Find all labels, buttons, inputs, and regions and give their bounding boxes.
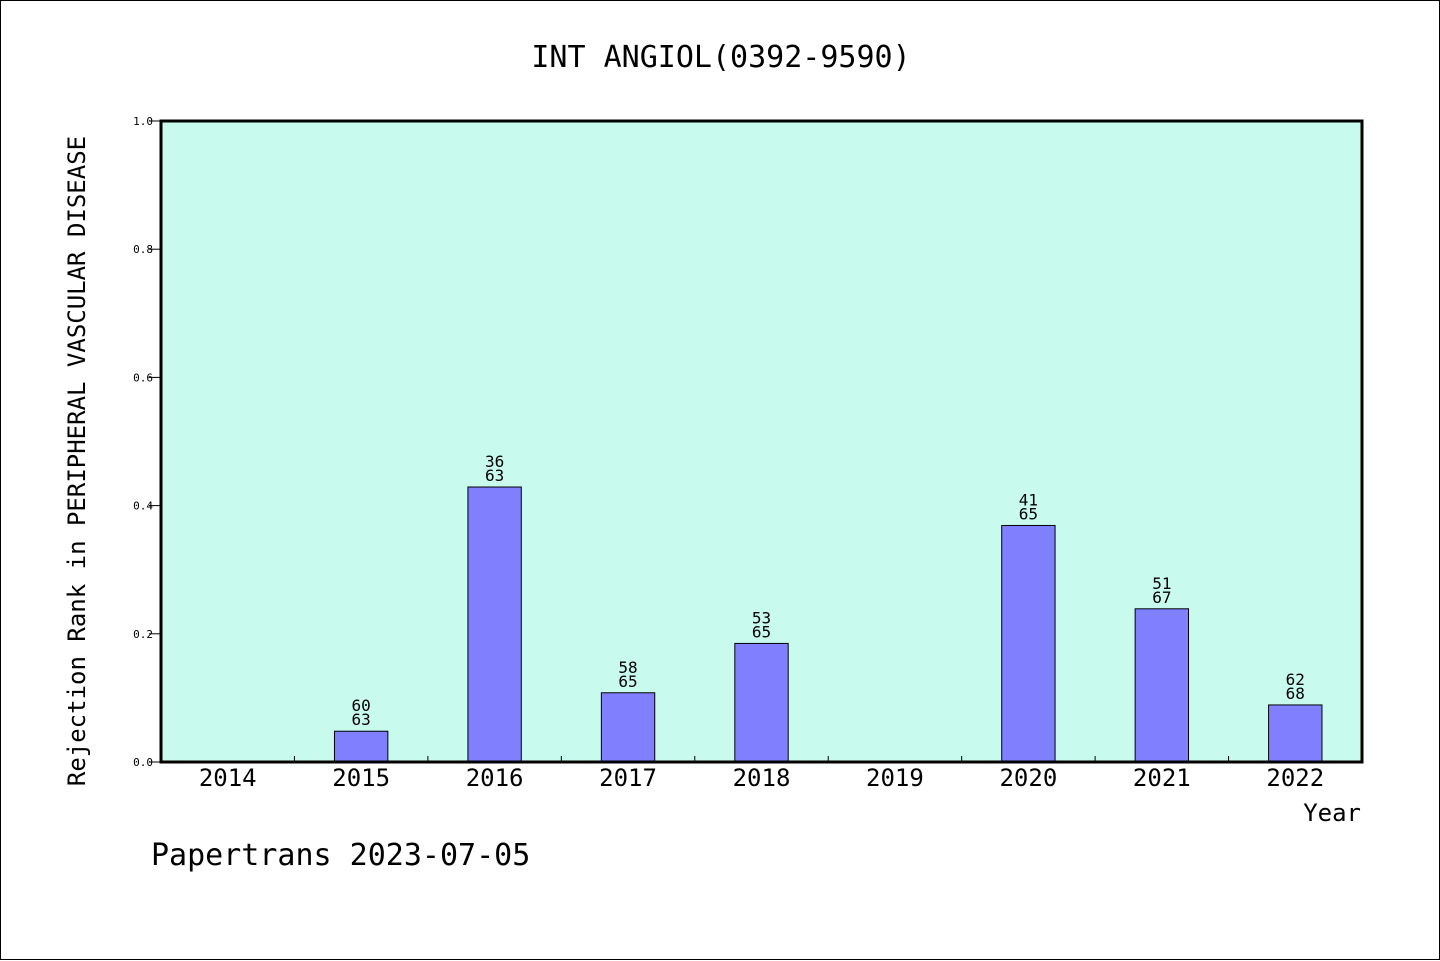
data-label-rank: 36 xyxy=(485,452,504,471)
data-label-total: 65 xyxy=(1019,504,1038,523)
bar-2021 xyxy=(1134,608,1190,763)
data-label-total: 63 xyxy=(485,466,504,485)
data-label-rank: 41 xyxy=(1019,490,1038,509)
bar-2020 xyxy=(1001,524,1056,763)
y-axis-label: Rejection Rank in PERIPHERAL VASCULAR DI… xyxy=(63,136,91,786)
x-axis-label: Year xyxy=(1303,799,1361,827)
bar-2022 xyxy=(1268,704,1323,763)
x-tick-label: 2018 xyxy=(733,764,791,792)
footer-text: Papertrans 2023-07-05 xyxy=(151,838,530,873)
bar-2015 xyxy=(333,730,389,763)
x-tick-label: 2019 xyxy=(866,764,924,792)
x-tick-label: 2022 xyxy=(1266,764,1324,792)
y-tick-label: 0.8 xyxy=(133,243,153,256)
x-axis: 2014 2015 2016 2017 2018 2019 2020 2021 2022 xyxy=(199,756,1324,792)
data-label-rank: 58 xyxy=(618,658,637,677)
bar-2017 xyxy=(600,692,656,763)
y-tick-label: 0.2 xyxy=(133,628,153,641)
bar-2018 xyxy=(734,642,789,763)
data-label-rank: 53 xyxy=(752,608,771,627)
data-label-total: 65 xyxy=(618,672,637,691)
y-tick-label: 1.0 xyxy=(133,115,153,128)
chart-title: INT ANGIOL(0392-9590) xyxy=(531,40,910,75)
data-label-total: 68 xyxy=(1286,684,1305,703)
data-label-rank: 62 xyxy=(1286,670,1305,689)
data-label-rank: 51 xyxy=(1152,574,1171,593)
data-label-total: 63 xyxy=(352,710,371,729)
x-tick-label: 2014 xyxy=(199,764,257,792)
data-label-rank: 60 xyxy=(352,696,371,715)
x-tick-label: 2020 xyxy=(999,764,1057,792)
x-tick-label: 2021 xyxy=(1133,764,1191,792)
bar-2016 xyxy=(467,486,522,763)
data-label-total: 65 xyxy=(752,622,771,641)
data-label-total: 67 xyxy=(1152,588,1171,607)
plot-border xyxy=(159,119,1364,764)
x-tick-label: 2016 xyxy=(466,764,524,792)
y-tick-label: 0.6 xyxy=(133,371,153,384)
y-axis: 0.0 0.2 0.4 0.6 0.8 1.0 xyxy=(133,115,161,769)
x-tick-label: 2015 xyxy=(332,764,390,792)
x-tick-label: 2017 xyxy=(599,764,657,792)
y-tick-label: 0.4 xyxy=(133,500,153,513)
y-tick-label: 0.0 xyxy=(133,756,153,769)
